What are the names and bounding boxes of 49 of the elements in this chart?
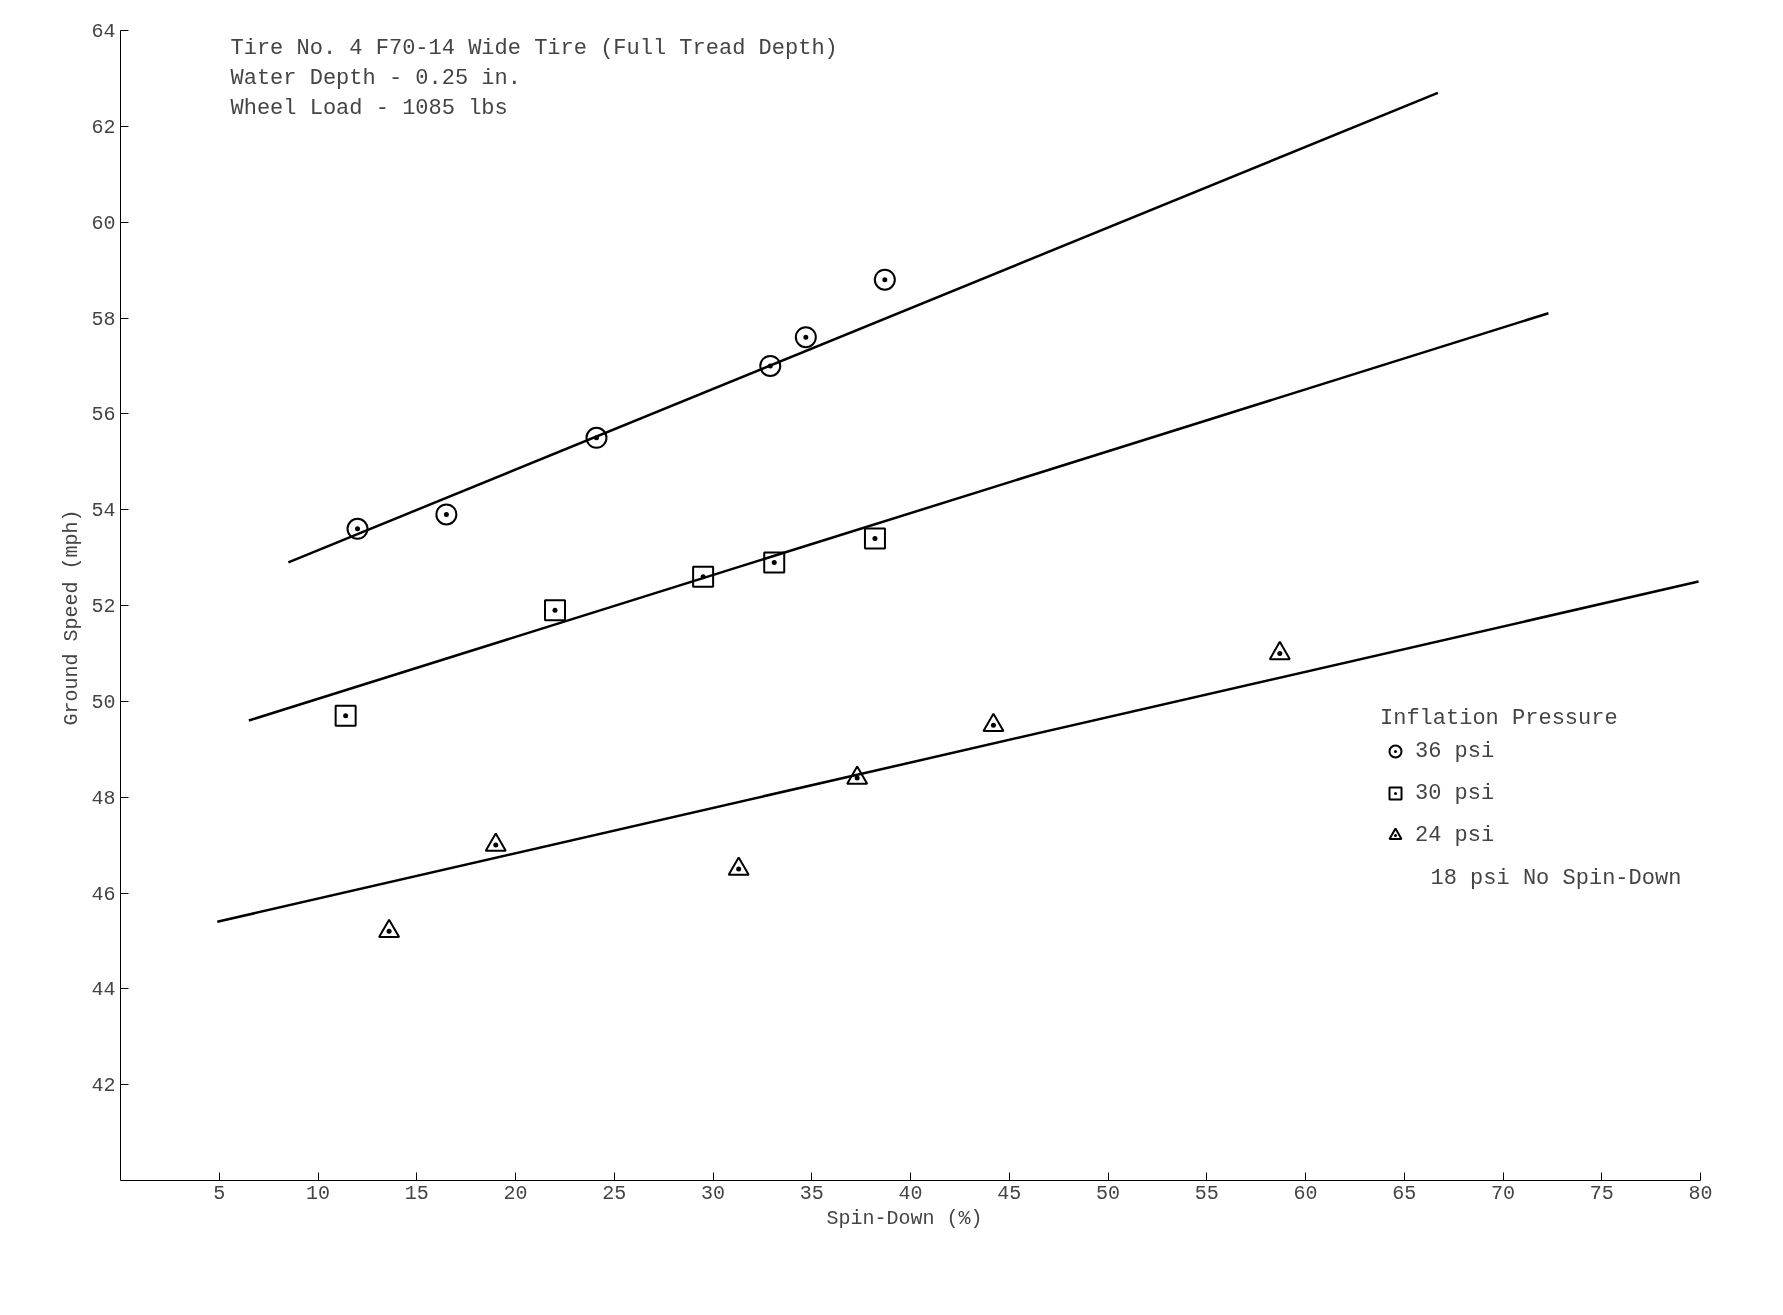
point	[727, 856, 750, 876]
x-tick-label: 20	[503, 1181, 528, 1205]
y-tick-label: 56	[91, 403, 116, 427]
point	[334, 704, 357, 727]
point	[873, 268, 896, 291]
x-tick-label: 70	[1491, 1181, 1516, 1205]
point	[1268, 640, 1291, 661]
x-tick-label: 10	[306, 1181, 331, 1205]
x-tick-label: 30	[701, 1181, 726, 1205]
y-tick-label: 62	[91, 115, 116, 139]
x-tick-label: 5	[213, 1181, 226, 1205]
y-tick-label: 58	[91, 307, 116, 331]
x-tick-label: 15	[404, 1181, 429, 1205]
legend-label: 36 psi	[1415, 737, 1495, 766]
y-tick-label: 44	[91, 978, 116, 1002]
point	[484, 832, 507, 852]
point	[794, 326, 817, 349]
y-tick-label: 64	[91, 20, 116, 43]
y-tick-label: 52	[91, 595, 116, 618]
annotation: 18 psi No Spin-Down	[1430, 865, 1682, 891]
y-tick-label: 48	[91, 786, 116, 810]
y-tick-label: 50	[91, 690, 116, 714]
y-tick-label: 54	[91, 499, 116, 523]
x-tick-label: 40	[898, 1181, 923, 1205]
x-axis-title: Spin-Down (%)	[826, 1206, 983, 1230]
point	[435, 503, 458, 526]
point	[863, 527, 886, 550]
x-tick-label: 55	[1194, 1181, 1219, 1205]
x-tick-label: 80	[1688, 1181, 1713, 1205]
x-tick-label: 25	[602, 1181, 627, 1205]
x-tick-label: 45	[997, 1181, 1022, 1205]
y-tick-label: 60	[91, 211, 116, 235]
x-tick-label: 60	[1293, 1181, 1318, 1205]
point	[378, 918, 401, 939]
annotation: Water Depth - 0.25 in.	[230, 65, 521, 91]
legend-label: 24 psi	[1415, 821, 1495, 850]
y-tick-label: 42	[91, 1074, 116, 1098]
annotation: Wheel Load - 1085 lbs	[230, 95, 508, 121]
x-tick-label: 50	[1096, 1181, 1121, 1205]
legend-label: 30 psi	[1415, 779, 1495, 808]
y-axis-title: Ground Speed (mph)	[60, 509, 84, 726]
x-tick-label: 75	[1589, 1181, 1614, 1205]
chart-title: Tire No. 4 F70-14 Wide Tire (Full Tread Depth)	[230, 35, 838, 61]
x-tick-label: 35	[799, 1181, 824, 1205]
x-tick-label: 65	[1392, 1181, 1417, 1205]
point	[982, 712, 1005, 733]
y-tick-label: 46	[91, 882, 116, 906]
point	[544, 599, 566, 622]
legend-title: Inflation Pressure	[1380, 706, 1618, 731]
